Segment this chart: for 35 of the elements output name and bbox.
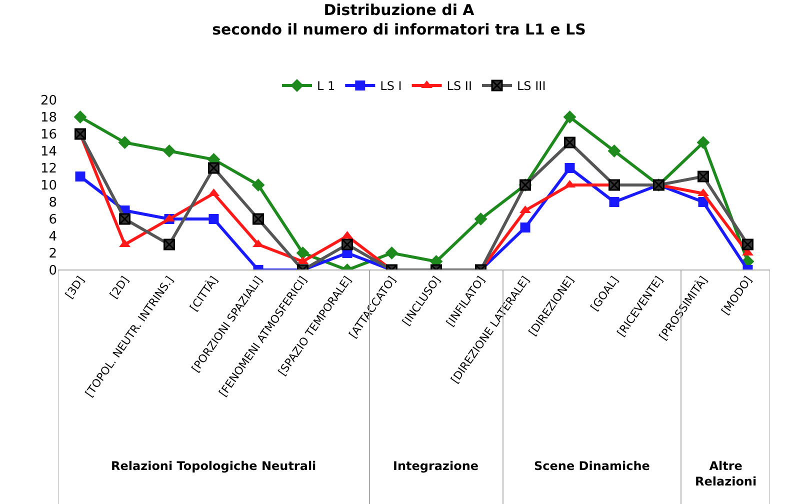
y-tick-label: 8 [48, 196, 57, 211]
point [208, 214, 219, 224]
y-tick-label: 14 [40, 144, 57, 160]
point [609, 197, 620, 207]
point [252, 178, 265, 192]
point [296, 246, 310, 260]
y-tick-label: 0 [48, 264, 57, 279]
y-tick-label: 10 [40, 178, 57, 194]
point [520, 222, 530, 232]
point [74, 110, 87, 124]
point [385, 246, 398, 260]
point [75, 172, 86, 182]
legend-label: LS II [446, 79, 472, 94]
point [563, 110, 576, 124]
text: Integrazione [393, 459, 479, 473]
legend-label: LS I [380, 79, 402, 94]
point [474, 212, 488, 226]
text: Scene Dinamiche [534, 459, 650, 473]
y-tick-label: 4 [48, 230, 57, 245]
y-tick-label: 18 [40, 110, 57, 126]
point [162, 144, 176, 158]
y-tick-label: 20 [40, 94, 57, 109]
point [118, 136, 132, 149]
y-tick-label: 2 [48, 246, 57, 262]
y-tick-label: 6 [48, 212, 57, 228]
y-tick-label: 12 [40, 162, 57, 177]
point [696, 136, 710, 149]
legend-label: L 1 [317, 79, 336, 94]
point [564, 163, 575, 173]
y-tick-label: 16 [40, 128, 57, 143]
text: Altre Relazioni [695, 459, 757, 489]
point [608, 144, 621, 158]
chart-title: Distribuzione di A secondo il numero di informatori tra L1 e LS [212, 1, 586, 39]
text: Relazioni Topologiche Neutrali [111, 459, 316, 473]
legend-label: LS III [517, 79, 546, 94]
